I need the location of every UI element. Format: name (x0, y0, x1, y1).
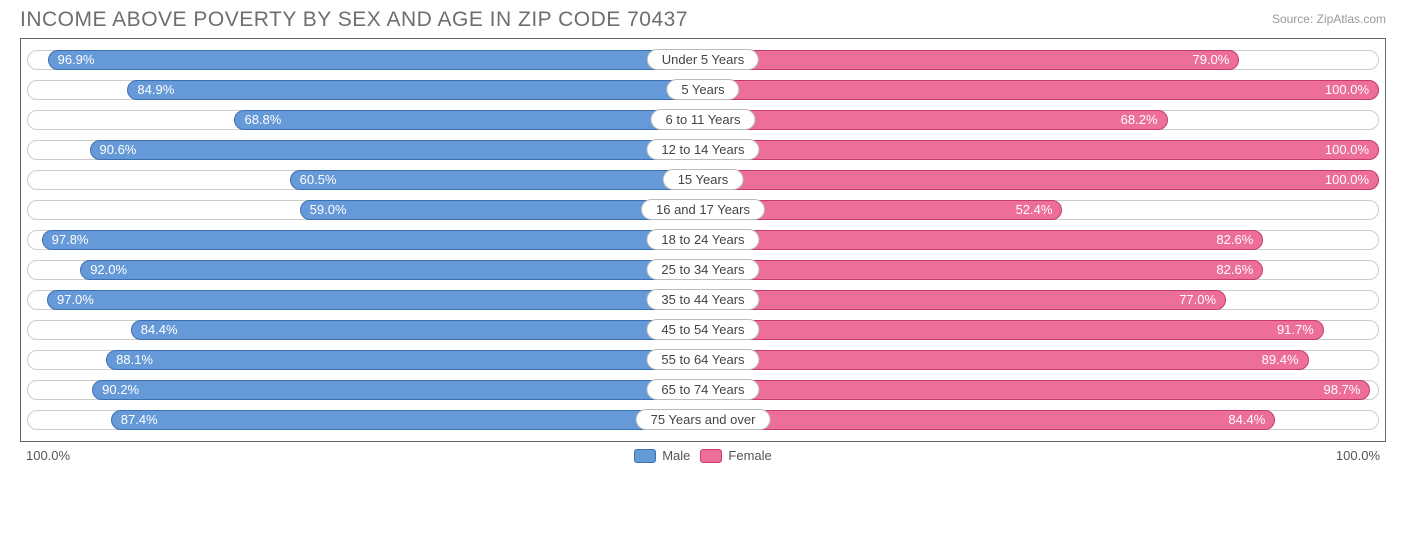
female-value: 52.4% (1016, 200, 1053, 220)
female-value: 100.0% (1325, 80, 1369, 100)
male-value: 60.5% (300, 170, 337, 190)
male-value: 90.6% (100, 140, 137, 160)
chart-row: 87.4% 84.4% 75 Years and over (27, 407, 1379, 433)
female-bar (714, 260, 1263, 280)
male-value: 97.8% (52, 230, 89, 250)
chart-row: 84.4% 91.7% 45 to 54 Years (27, 317, 1379, 343)
male-value: 92.0% (90, 260, 127, 280)
male-bar (300, 200, 692, 220)
male-value: 84.9% (137, 80, 174, 100)
legend-male: Male (634, 448, 690, 463)
male-value: 96.9% (58, 50, 95, 70)
legend-male-label: Male (662, 448, 690, 463)
axis-left-label: 100.0% (26, 448, 70, 463)
male-value: 59.0% (310, 200, 347, 220)
legend: Male Female (70, 448, 1336, 463)
female-bar (714, 110, 1168, 130)
chart-title: INCOME ABOVE POVERTY BY SEX AND AGE IN Z… (20, 8, 688, 32)
female-value: 91.7% (1277, 320, 1314, 340)
male-bar (92, 380, 692, 400)
female-value: 89.4% (1262, 350, 1299, 370)
female-bar (714, 200, 1062, 220)
male-bar (234, 110, 692, 130)
male-value: 90.2% (102, 380, 139, 400)
chart-source: Source: ZipAtlas.com (1272, 12, 1386, 26)
male-bar (48, 50, 692, 70)
category-label: 16 and 17 Years (641, 199, 765, 220)
category-label: 5 Years (666, 79, 739, 100)
category-label: 12 to 14 Years (646, 139, 759, 160)
chart-row: 84.9% 100.0% 5 Years (27, 77, 1379, 103)
category-label: 15 Years (663, 169, 744, 190)
male-value: 87.4% (121, 410, 158, 430)
category-label: 6 to 11 Years (651, 109, 756, 130)
female-bar (714, 140, 1379, 160)
chart-row: 90.6% 100.0% 12 to 14 Years (27, 137, 1379, 163)
male-bar (80, 260, 692, 280)
chart-row: 60.5% 100.0% 15 Years (27, 167, 1379, 193)
category-label: 18 to 24 Years (646, 229, 759, 250)
female-value: 82.6% (1216, 260, 1253, 280)
male-bar (131, 320, 692, 340)
female-value: 84.4% (1228, 410, 1265, 430)
chart-row: 90.2% 98.7% 65 to 74 Years (27, 377, 1379, 403)
female-bar (714, 170, 1379, 190)
legend-female-label: Female (728, 448, 771, 463)
male-bar (290, 170, 692, 190)
chart-footer: 100.0% Male Female 100.0% (0, 442, 1406, 463)
legend-female-swatch (700, 449, 722, 463)
female-bar (714, 350, 1309, 370)
male-bar (42, 230, 692, 250)
chart-area: 96.9% 79.0% Under 5 Years 84.9% 100.0% 5 Year… (20, 38, 1386, 442)
category-label: Under 5 Years (647, 49, 759, 70)
category-label: 25 to 34 Years (646, 259, 759, 280)
male-value: 68.8% (244, 110, 281, 130)
chart-row: 97.8% 82.6% 18 to 24 Years (27, 227, 1379, 253)
chart-row: 96.9% 79.0% Under 5 Years (27, 47, 1379, 73)
category-label: 55 to 64 Years (646, 349, 759, 370)
female-value: 98.7% (1323, 380, 1360, 400)
chart-header: INCOME ABOVE POVERTY BY SEX AND AGE IN Z… (0, 0, 1406, 38)
female-bar (714, 290, 1226, 310)
male-bar (106, 350, 692, 370)
legend-female: Female (700, 448, 771, 463)
category-label: 45 to 54 Years (646, 319, 759, 340)
female-value: 82.6% (1216, 230, 1253, 250)
female-bar (714, 320, 1324, 340)
category-label: 75 Years and over (636, 409, 771, 430)
axis-right-label: 100.0% (1336, 448, 1380, 463)
male-value: 97.0% (57, 290, 94, 310)
female-bar (714, 80, 1379, 100)
male-bar (47, 290, 692, 310)
chart-row: 92.0% 82.6% 25 to 34 Years (27, 257, 1379, 283)
category-label: 35 to 44 Years (646, 289, 759, 310)
female-value: 77.0% (1179, 290, 1216, 310)
female-bar (714, 230, 1263, 250)
female-bar (714, 410, 1275, 430)
legend-male-swatch (634, 449, 656, 463)
female-value: 79.0% (1192, 50, 1229, 70)
female-value: 100.0% (1325, 140, 1369, 160)
chart-row: 59.0% 52.4% 16 and 17 Years (27, 197, 1379, 223)
male-bar (90, 140, 692, 160)
chart-row: 88.1% 89.4% 55 to 64 Years (27, 347, 1379, 373)
category-label: 65 to 74 Years (646, 379, 759, 400)
female-value: 68.2% (1121, 110, 1158, 130)
female-value: 100.0% (1325, 170, 1369, 190)
male-value: 88.1% (116, 350, 153, 370)
chart-row: 68.8% 68.2% 6 to 11 Years (27, 107, 1379, 133)
female-bar (714, 380, 1370, 400)
male-bar (111, 410, 692, 430)
male-bar (127, 80, 692, 100)
male-value: 84.4% (141, 320, 178, 340)
female-bar (714, 50, 1239, 70)
chart-row: 97.0% 77.0% 35 to 44 Years (27, 287, 1379, 313)
